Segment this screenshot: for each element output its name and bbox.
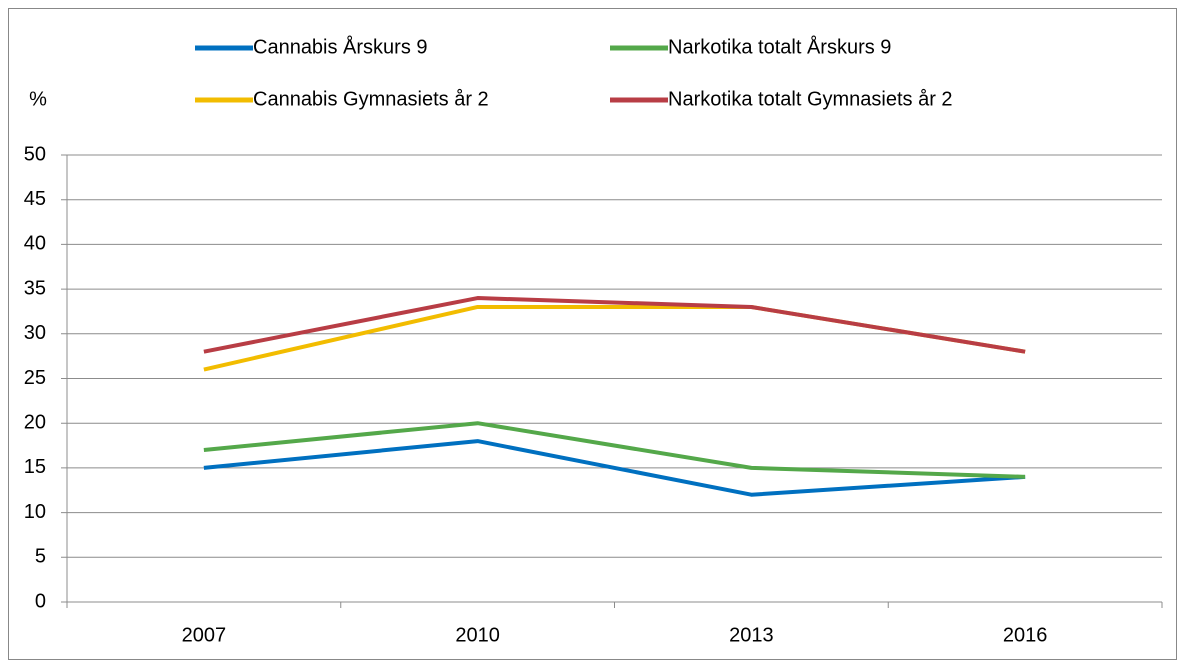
y-tick-label: 5 bbox=[35, 546, 46, 568]
y-tick-label: 40 bbox=[24, 233, 46, 255]
y-tick-label: 35 bbox=[24, 277, 46, 299]
legend-label: Narkotika totalt Gymnasiets år 2 bbox=[668, 88, 953, 110]
legend-label: Narkotika totalt Årskurs 9 bbox=[668, 35, 891, 58]
legend-label: Cannabis Gymnasiets år 2 bbox=[253, 88, 489, 110]
y-tick-label: 15 bbox=[24, 456, 46, 478]
x-tick-label: 2010 bbox=[455, 624, 500, 646]
series-line bbox=[203, 439, 1026, 497]
x-tick-label: 2007 bbox=[182, 624, 227, 646]
series-line bbox=[203, 296, 1026, 354]
y-tick-label: 0 bbox=[35, 590, 46, 612]
x-tick-label: 2013 bbox=[729, 624, 774, 646]
x-tick-label: 2016 bbox=[1003, 624, 1048, 646]
y-tick-label: 10 bbox=[24, 501, 46, 523]
y-tick-label: 25 bbox=[24, 367, 46, 389]
y-axis-label: % bbox=[29, 88, 47, 110]
legend-label: Cannabis Årskurs 9 bbox=[253, 35, 428, 58]
y-tick-label: 20 bbox=[24, 411, 46, 433]
series-line bbox=[203, 421, 1026, 479]
y-tick-label: 50 bbox=[24, 143, 46, 165]
y-tick-label: 30 bbox=[24, 322, 46, 344]
y-tick-label: 45 bbox=[24, 188, 46, 210]
